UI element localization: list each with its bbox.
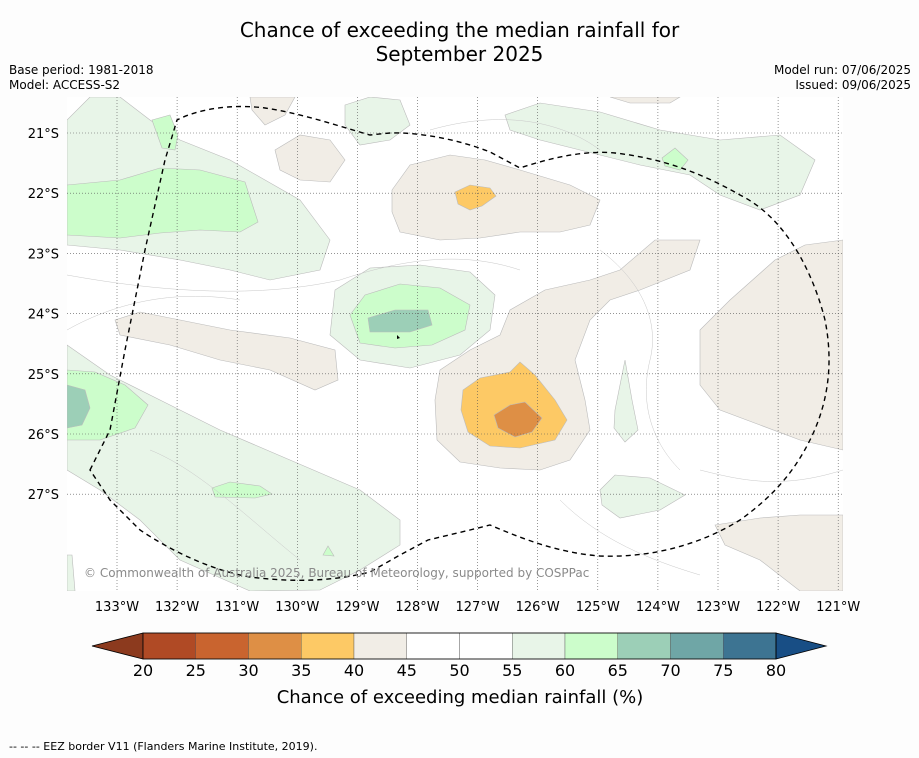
region-60-65-top <box>151 114 179 151</box>
region-40-45-topedge <box>249 97 296 126</box>
region-55-60-southwest <box>67 344 401 591</box>
colorbar-tick-label: 65 <box>608 661 628 680</box>
lon-label: 132°W <box>155 600 199 615</box>
lat-label: 22°S <box>28 187 59 202</box>
contour-line-1 <box>67 258 521 292</box>
colorbar-segment <box>564 632 618 660</box>
colorbar-ticks: 20 25 30 35 40 45 50 55 60 65 70 75 80 <box>133 661 786 680</box>
region-60-65-west <box>67 167 259 239</box>
colorbar-segment <box>195 632 249 660</box>
colorbar-segment <box>459 632 513 660</box>
colorbar-tick-label: 30 <box>238 661 258 680</box>
lon-label: 128°W <box>395 600 439 615</box>
region-40-45-topleft <box>274 134 346 183</box>
base-period: Base period: 1981-2018 <box>9 63 154 77</box>
lon-label: 127°W <box>456 600 500 615</box>
lon-label: 124°W <box>636 600 680 615</box>
lon-label: 133°W <box>95 600 139 615</box>
contour-line-6 <box>149 449 301 561</box>
gridlines <box>67 97 843 591</box>
colorbar-tick-label: 25 <box>186 661 206 680</box>
colorbar-segment <box>617 632 671 660</box>
colorbar-tick-label: 50 <box>449 661 469 680</box>
region-60-65-south-tiny <box>322 545 335 557</box>
contour-line-5 <box>429 119 601 151</box>
colorbar-segment <box>142 632 196 660</box>
colorbar-segment <box>353 632 407 660</box>
colorbar-tick-label: 75 <box>713 661 733 680</box>
contour-fills <box>67 97 843 591</box>
map-area <box>67 97 843 591</box>
colorbar-segment <box>512 632 566 660</box>
colorbar <box>91 632 828 660</box>
lon-label: 126°W <box>516 600 560 615</box>
longitude-labels: 133°W 132°W 131°W 130°W 129°W 128°W 127°W 126°W… <box>95 600 861 615</box>
lon-label: 131°W <box>215 600 259 615</box>
region-60-65-bottom-edge <box>67 554 76 591</box>
lat-label: 26°S <box>28 428 59 443</box>
colorbar-tick-label: 80 <box>766 661 786 680</box>
colorbar-tick-label: 40 <box>344 661 364 680</box>
colorbar-outline <box>142 632 777 660</box>
eez-border <box>89 105 830 581</box>
colorbar-tick-label: 60 <box>555 661 575 680</box>
title-line-2: September 2025 <box>375 42 544 66</box>
region-55-60-south <box>599 474 686 519</box>
contour-line-7 <box>559 499 701 576</box>
region-30-35-central <box>493 401 543 438</box>
region-65-70-center <box>367 309 433 333</box>
model-run-date: Model run: 07/06/2025 <box>773 63 911 77</box>
region-40-45-top-right <box>609 97 681 104</box>
lon-label: 121°W <box>816 600 860 615</box>
colorbar-tick-label: 20 <box>133 661 153 680</box>
rainfall-map: 21°S22°S23°S24°S25°S26°S27°S 133°W 132°W 1… <box>28 97 861 708</box>
colorbar-tick-label: 70 <box>660 661 680 680</box>
lon-label: 125°W <box>576 600 620 615</box>
lat-label: 27°S <box>28 488 59 503</box>
colorbar-segment <box>406 632 460 660</box>
region-60-65-west-lower <box>67 369 149 441</box>
map-title: Chance of exceeding the median rainfall … <box>0 18 919 66</box>
lon-label: 129°W <box>335 600 379 615</box>
colorbar-segment <box>723 632 777 660</box>
contour-line-2 <box>67 296 241 331</box>
region-55-60-east-sliver <box>613 359 639 443</box>
issued-date: Issued: 09/06/2025 <box>795 78 911 92</box>
region-35-40-north <box>454 184 497 211</box>
lon-label: 130°W <box>275 600 319 615</box>
colorbar-segment <box>301 632 355 660</box>
colorbar-tick-label: 55 <box>502 661 522 680</box>
colorbar-label: Chance of exceeding median rainfall (%) <box>277 687 644 708</box>
eez-legend-note: -- -- -- EEZ border V11 (Flanders Marine… <box>9 740 318 753</box>
lat-label: 25°S <box>28 368 59 383</box>
region-40-45-southeast <box>714 514 843 591</box>
contour-line-4 <box>699 469 843 482</box>
lat-label: 23°S <box>28 247 59 262</box>
colorbar-extend-low <box>91 632 144 660</box>
copyright-notice: © Commonwealth of Australia 2025, Bureau… <box>84 566 589 580</box>
colorbar-extend-high <box>775 632 828 660</box>
region-40-45-north <box>391 154 601 241</box>
isolated-contour-mark <box>397 335 400 339</box>
lat-label: 21°S <box>28 127 59 142</box>
colorbar-segment <box>248 632 302 660</box>
colorbar-segment <box>670 632 724 660</box>
region-40-45-east <box>699 239 843 451</box>
lon-label: 122°W <box>756 600 800 615</box>
run-info: Model run: 07/06/2025 Issued: 09/06/2025 <box>774 63 911 93</box>
title-line-1: Chance of exceeding the median rainfall … <box>239 18 680 42</box>
region-65-70-west <box>67 384 91 429</box>
colorbar-tick-label: 45 <box>397 661 417 680</box>
lon-label: 123°W <box>696 600 740 615</box>
latitude-labels: 21°S 22°S 23°S 24°S 25°S 26°S 27°S <box>28 127 59 503</box>
colorbar-tick-label: 35 <box>291 661 311 680</box>
base-info: Base period: 1981-2018 Model: ACCESS-S2 <box>9 63 154 93</box>
region-55-60-northeast <box>504 102 816 211</box>
lat-label: 24°S <box>28 308 59 323</box>
region-40-45-west <box>114 311 339 391</box>
model-name: Model: ACCESS-S2 <box>9 78 121 92</box>
